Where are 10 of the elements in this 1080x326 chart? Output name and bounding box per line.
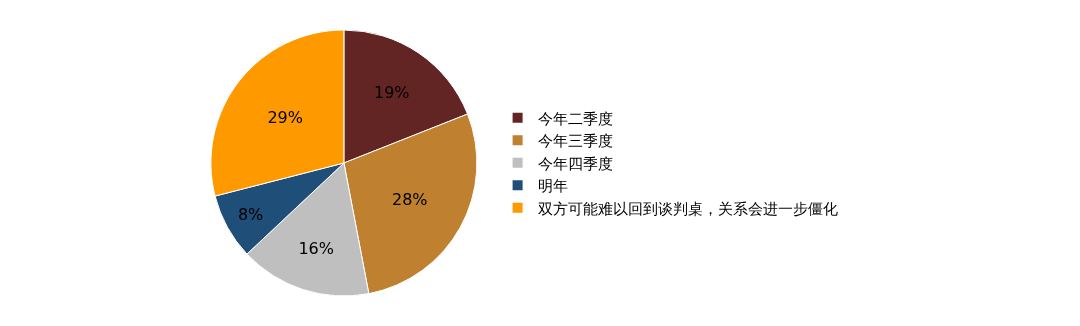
data-label: 19% (373, 83, 410, 103)
data-label: 28% (391, 189, 428, 209)
data-label: 8% (237, 204, 264, 224)
data-label: 29% (267, 107, 303, 127)
legend-label: 双方可能难以回到谈判桌，关系会进一步僵化 (537, 199, 838, 218)
legend-label: 今年四季度 (537, 154, 613, 173)
legend-label: 今年二季度 (537, 109, 613, 128)
legend-label: 今年三季度 (537, 132, 613, 151)
legend-label: 明年 (537, 177, 568, 196)
data-label: 16% (298, 238, 334, 258)
